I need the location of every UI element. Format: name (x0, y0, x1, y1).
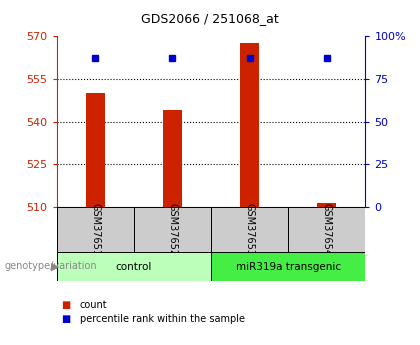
Text: GDS2066 / 251068_at: GDS2066 / 251068_at (141, 12, 279, 25)
Text: GSM37653: GSM37653 (244, 203, 255, 256)
Bar (57, 207, 134, 252)
Bar (317, 203, 336, 207)
Text: percentile rank within the sample: percentile rank within the sample (80, 314, 245, 324)
Text: count: count (80, 300, 108, 310)
Text: genotype/variation: genotype/variation (4, 262, 97, 271)
Bar (211, 207, 288, 252)
Bar (57, 252, 211, 281)
Text: control: control (116, 262, 152, 272)
Text: GSM37652: GSM37652 (168, 203, 178, 256)
Text: GSM37651: GSM37651 (90, 203, 100, 256)
Bar (163, 110, 182, 207)
Bar (211, 252, 365, 281)
Bar (240, 43, 259, 207)
Text: miR319a transgenic: miR319a transgenic (236, 262, 341, 272)
Text: ■: ■ (61, 314, 70, 324)
Text: ■: ■ (61, 300, 70, 310)
Bar (134, 207, 211, 252)
Bar (86, 93, 105, 207)
Text: GSM37654: GSM37654 (322, 203, 332, 256)
Text: ▶: ▶ (51, 262, 60, 271)
Bar (288, 207, 365, 252)
